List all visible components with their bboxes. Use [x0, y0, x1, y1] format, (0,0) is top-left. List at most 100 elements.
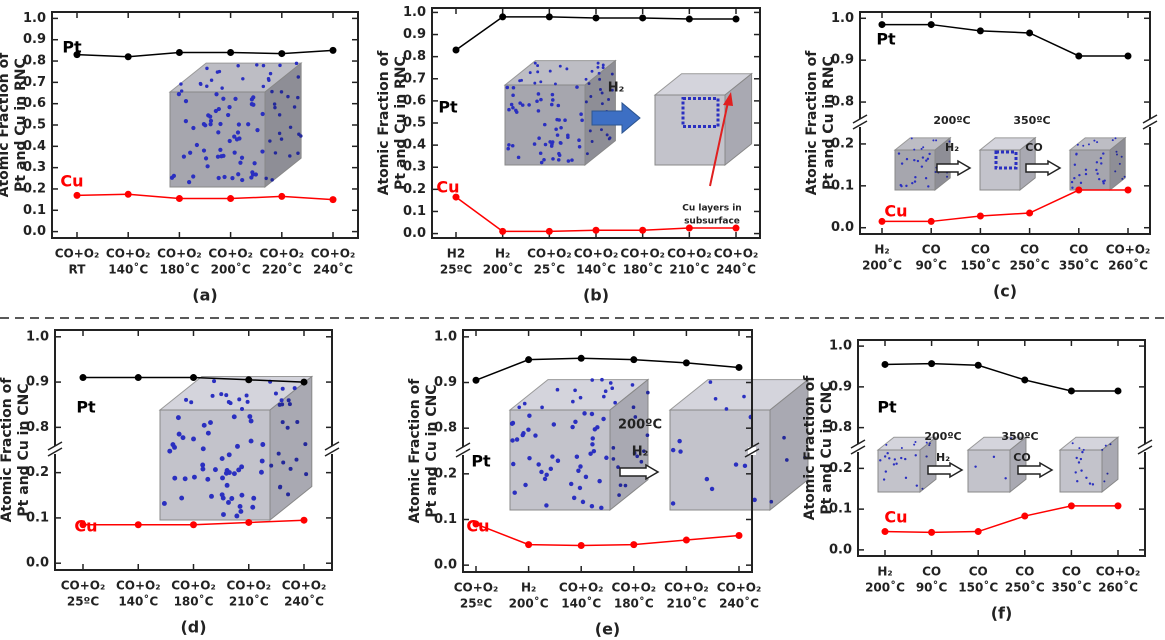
atom [1096, 141, 1098, 143]
data-point [330, 47, 337, 54]
atom [177, 432, 182, 437]
atom [993, 456, 995, 458]
data-point [977, 212, 984, 219]
atom [281, 461, 285, 465]
atom [894, 458, 896, 460]
atom [579, 396, 583, 400]
atom [230, 176, 234, 180]
atom [214, 92, 218, 96]
atom [280, 402, 284, 406]
atom [879, 459, 881, 461]
x-tick-label: CO+O₂ [714, 247, 759, 261]
panel-label: (d) [180, 618, 206, 637]
atom [191, 174, 195, 178]
atom [604, 389, 608, 393]
atom [227, 400, 231, 404]
x-tick-label: CO+O₂ [311, 247, 356, 261]
atom [229, 496, 234, 501]
x-tick-label: 210˚C [229, 594, 269, 609]
atom [172, 476, 177, 481]
atom [677, 439, 681, 443]
atom [1085, 169, 1087, 171]
atom [590, 378, 594, 382]
data-point [879, 21, 886, 28]
atom [224, 471, 229, 476]
y-tick-label: 0.0 [831, 220, 854, 235]
atom [935, 139, 937, 141]
atom [1089, 482, 1091, 484]
atom [162, 501, 167, 506]
atom [183, 476, 188, 481]
atom [268, 139, 271, 142]
atom [269, 464, 273, 468]
atom [234, 514, 239, 519]
atom [588, 82, 591, 85]
atom [181, 435, 186, 440]
atom [1075, 153, 1077, 155]
data-point [882, 361, 889, 368]
y-axis-title: Pt and Cu in CNC [16, 383, 32, 516]
atom [184, 119, 188, 123]
atom [1078, 447, 1080, 449]
atom [714, 397, 718, 401]
atom [576, 469, 580, 473]
atom [278, 132, 281, 135]
x-tick-label: 240˚C [313, 262, 353, 277]
x-tick-label: CO+O₂ [620, 247, 665, 261]
atom [199, 83, 202, 86]
atom [1106, 473, 1108, 475]
data-point [928, 360, 935, 367]
atom [289, 467, 293, 471]
atom [511, 106, 515, 110]
atom [678, 449, 682, 453]
atom [533, 142, 537, 146]
atom [540, 161, 544, 165]
atom [606, 133, 609, 136]
atom [913, 159, 915, 161]
atom [566, 133, 570, 137]
x-tick-label: 200˚C [483, 262, 523, 277]
atom [533, 433, 537, 437]
atom [527, 413, 531, 417]
data-point [630, 356, 637, 363]
atom [184, 398, 188, 402]
series-label: Cu [884, 202, 907, 221]
x-tick-label: 25ºC [440, 263, 472, 277]
atom [934, 171, 936, 173]
atom [523, 483, 527, 487]
atom [585, 78, 588, 81]
atom [913, 444, 915, 446]
atom [270, 178, 273, 181]
atom [537, 109, 541, 113]
data-point [330, 196, 337, 203]
atom [901, 447, 903, 449]
atom [1121, 156, 1123, 158]
atom [928, 444, 930, 446]
x-tick-label: 240˚C [284, 594, 324, 609]
atom [567, 159, 571, 163]
atom [296, 152, 299, 155]
atom [927, 185, 929, 187]
atom [573, 420, 577, 424]
atom [236, 64, 239, 67]
nanoparticle [670, 380, 808, 510]
data-point [176, 195, 183, 202]
atom [888, 457, 890, 459]
atom [294, 458, 298, 462]
atom [915, 454, 917, 456]
x-tick-label: H₂ [877, 565, 892, 579]
x-tick-label: 90˚C [915, 258, 947, 273]
atom [303, 442, 307, 446]
y-tick-label: 1.0 [403, 5, 426, 20]
atom [631, 383, 635, 387]
atom [278, 113, 281, 116]
x-tick-label: CO+O₂ [717, 581, 762, 595]
atom [743, 464, 747, 468]
x-tick-label: CO [969, 565, 988, 579]
atom [206, 164, 210, 168]
atom [534, 62, 537, 65]
atom [202, 122, 206, 126]
atom [575, 455, 579, 459]
atom [227, 452, 232, 457]
atom [1112, 139, 1114, 141]
